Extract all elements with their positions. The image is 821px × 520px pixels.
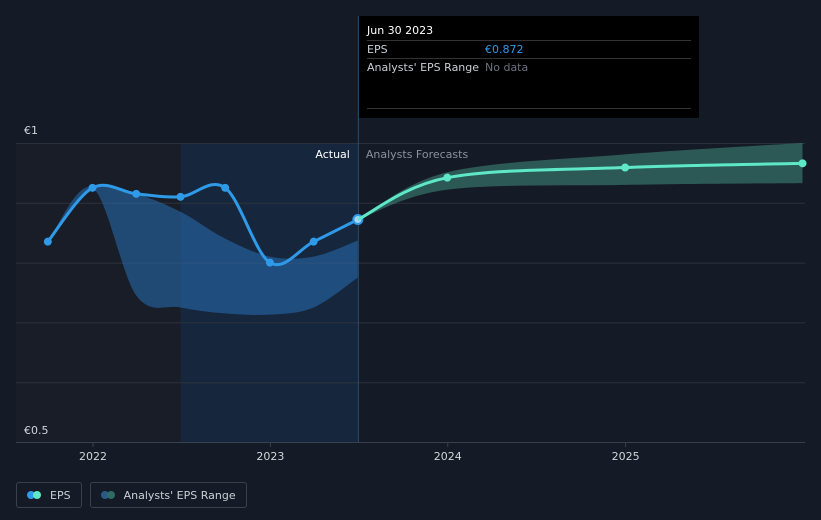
forecast-section-label: Analysts Forecasts <box>366 148 469 161</box>
actual-range-band <box>47 184 358 316</box>
tooltip-eps-label: EPS <box>367 43 388 56</box>
eps-forecast-point <box>798 159 807 168</box>
x-tick-label: 2023 <box>256 450 284 463</box>
x-tick-label: 2024 <box>434 450 462 463</box>
x-tick-label: 2022 <box>79 450 107 463</box>
eps-point <box>43 237 52 246</box>
legend-range[interactable]: Analysts' EPS Range <box>89 482 247 508</box>
eps-swatch-icon <box>27 491 43 499</box>
x-tick-label: 2025 <box>612 450 640 463</box>
legend-eps[interactable]: EPS <box>16 482 82 508</box>
eps-forecast-point <box>621 163 630 172</box>
eps-forecast-line <box>357 161 803 221</box>
eps-point <box>265 258 274 267</box>
y-tick-label: €0.5 <box>24 424 49 437</box>
tooltip-range-label: Analysts' EPS Range <box>367 61 480 74</box>
eps-point <box>221 183 230 192</box>
tooltip-eps-row: EPS €0.872 <box>367 40 691 58</box>
range-swatch-icon <box>100 491 117 499</box>
tooltip: Jun 30 2023 EPS €0.872 Analysts' EPS Ran… <box>359 16 699 118</box>
eps-point <box>309 237 318 246</box>
forecast-range-band <box>357 143 803 220</box>
tooltip-range-row: Analysts' EPS Range No data <box>367 58 691 76</box>
y-tick-label: €1 <box>24 124 38 137</box>
tooltip-range-value: No data <box>485 61 529 74</box>
actual-section-label: Actual <box>315 148 349 161</box>
eps-forecast-point <box>443 173 452 182</box>
tooltip-divider <box>367 108 691 109</box>
tooltip-eps-value: €0.872 <box>485 43 524 56</box>
eps-point <box>176 192 185 201</box>
eps-point <box>88 183 97 192</box>
legend: EPS Analysts' EPS Range <box>16 482 247 508</box>
tooltip-date: Jun 30 2023 <box>367 24 434 37</box>
legend-range-label: Analysts' EPS Range <box>123 488 236 502</box>
eps-point <box>132 189 141 198</box>
legend-eps-label: EPS <box>50 488 71 502</box>
